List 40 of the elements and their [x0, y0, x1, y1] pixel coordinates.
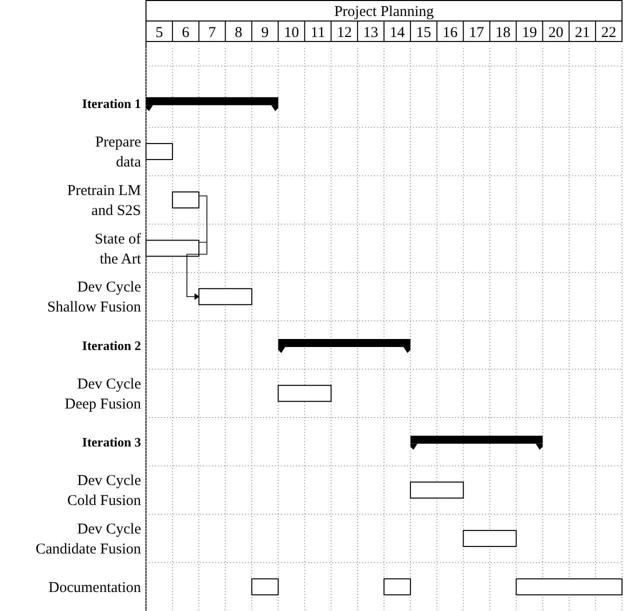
x-tick-label: 18 [496, 25, 510, 41]
x-tick-label: 21 [574, 25, 590, 41]
y-tick-label: Iteration 2 [82, 338, 141, 353]
bar [462, 530, 517, 547]
y-tick-label: Dev Cycle Cold Fusion [67, 473, 142, 510]
y-tick-label: Iteration 3 [82, 434, 142, 450]
bar [278, 384, 332, 402]
chart-title: Project Planning [334, 4, 434, 20]
bar [198, 288, 252, 306]
x-tick-label: 10 [284, 25, 299, 41]
x-tick-label: 13 [363, 25, 378, 41]
x-tick-label: 7 [208, 25, 216, 41]
bar [384, 578, 411, 596]
y-tick-label: Prepare data [95, 134, 142, 171]
x-tick-label: 14 [390, 25, 406, 41]
bar [410, 482, 464, 499]
y-tick-label: Iteration 1 [82, 96, 141, 112]
y-tick-label: Dev Cycle Deep Fusion [64, 376, 142, 412]
x-tick-label: 5 [155, 25, 163, 41]
x-tick-label: 22 [601, 25, 616, 41]
y-tick-label: Dev Cycle Shallow Fusion [47, 280, 142, 316]
bar [172, 191, 200, 208]
x-tick-label: 9 [261, 25, 269, 41]
bar [516, 578, 622, 596]
x-tick-label: 8 [234, 25, 242, 41]
x-tick-label: 20 [548, 25, 564, 41]
x-tick-label: 19 [522, 25, 537, 41]
y-tick-label: Pretrain LM and S2S [67, 182, 141, 219]
bar [410, 436, 543, 444]
x-tick-label: 15 [416, 25, 432, 41]
x-tick-label: 11 [310, 25, 326, 41]
y-tick-label: State of the Art [94, 231, 142, 268]
y-tick-label: Documentation [48, 580, 142, 596]
x-tick-label: 6 [182, 25, 190, 41]
bar [251, 578, 279, 596]
y-tick-label: Dev Cycle Candidate Fusion [36, 521, 142, 558]
x-tick-label: 17 [469, 25, 485, 41]
bar [278, 339, 410, 347]
x-tick-label: 12 [336, 25, 352, 41]
x-tick-label: 16 [442, 25, 458, 41]
